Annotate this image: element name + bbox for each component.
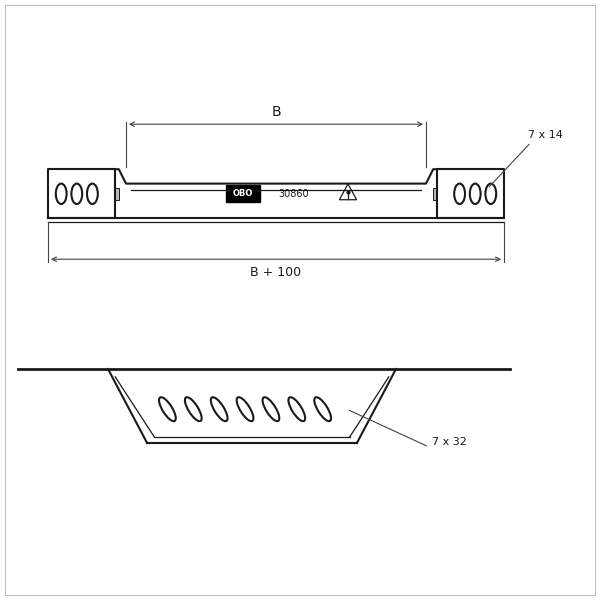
Bar: [115, 188, 119, 200]
Text: 7 x 32: 7 x 32: [432, 437, 467, 447]
Bar: [226, 185, 260, 202]
Bar: [433, 188, 437, 200]
Text: B: B: [271, 105, 281, 119]
Text: B + 100: B + 100: [250, 266, 302, 279]
Text: OBO: OBO: [233, 189, 253, 198]
Text: 30860: 30860: [278, 189, 310, 199]
Text: 7 x 14: 7 x 14: [528, 130, 563, 140]
